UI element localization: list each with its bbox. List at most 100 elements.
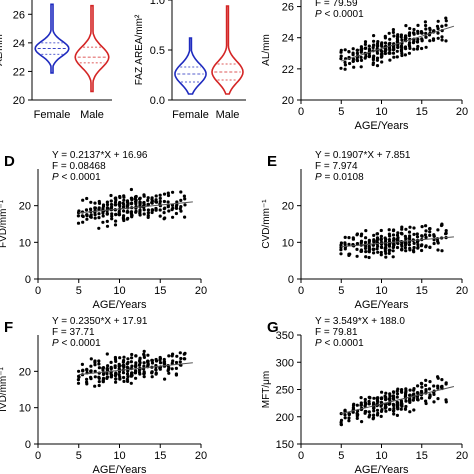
data-point [396, 231, 400, 235]
y-axis-label: FAZ AREA/mm² [134, 14, 145, 85]
data-point [122, 375, 126, 380]
data-point [89, 369, 93, 373]
data-point [121, 360, 125, 364]
data-point [80, 362, 84, 366]
y-tick-label: 20 [282, 95, 294, 107]
data-point [85, 380, 89, 384]
data-point [174, 206, 179, 210]
data-point [339, 57, 343, 61]
data-point [118, 195, 122, 200]
data-point [424, 45, 428, 49]
y-tick-label: 0 [25, 274, 31, 286]
data-point [424, 389, 428, 393]
data-point [179, 198, 183, 202]
data-point [424, 224, 428, 228]
stat-annotation: Y = 0.2137*X + 16.96 [52, 150, 148, 161]
data-point [375, 56, 380, 60]
data-point [372, 34, 376, 38]
data-point [134, 194, 138, 199]
data-point [77, 375, 81, 379]
data-point [89, 375, 93, 379]
data-point [363, 246, 368, 250]
data-point [424, 378, 428, 382]
data-point [158, 214, 162, 218]
data-point [396, 401, 400, 405]
data-point [424, 401, 428, 406]
data-point [134, 354, 138, 358]
data-point [146, 353, 150, 357]
y-tick-label: 300 [276, 357, 294, 369]
data-point [97, 366, 101, 370]
data-point [182, 194, 186, 198]
data-point [432, 392, 436, 396]
data-point [146, 211, 150, 215]
data-point [121, 371, 126, 375]
data-point [367, 410, 371, 414]
data-point [125, 372, 130, 376]
y-tick-label: 20 [19, 201, 31, 213]
data-point [396, 45, 400, 49]
data-point [146, 196, 150, 200]
data-point [403, 241, 407, 245]
data-point [420, 39, 424, 43]
data-point [355, 51, 359, 55]
data-point [114, 203, 118, 207]
y-tick-label: 350 [276, 330, 294, 342]
data-point [403, 407, 408, 411]
data-point [423, 20, 427, 24]
stat-annotation: F = 79.81 [315, 327, 358, 338]
data-point [183, 215, 187, 219]
data-point [359, 50, 363, 54]
data-point [424, 229, 428, 233]
data-point [367, 255, 371, 260]
data-point [372, 396, 376, 400]
data-point [113, 196, 117, 200]
data-point [380, 390, 384, 394]
panel-top-2: 0.0 0.5 1.0 FAZ AREA/mm² Female Male [134, 0, 246, 121]
data-point [372, 240, 376, 244]
data-point [412, 226, 416, 230]
data-point [375, 232, 379, 236]
data-point [355, 232, 359, 236]
data-point [142, 375, 146, 379]
data-point [376, 244, 380, 248]
data-point [162, 192, 167, 196]
y-tick-label: 20 [282, 201, 294, 213]
data-point [379, 228, 383, 233]
data-point [343, 242, 347, 246]
data-point [428, 230, 432, 234]
data-point [359, 55, 363, 60]
data-point [363, 40, 368, 44]
data-point [431, 37, 436, 41]
y-tick-label: 0 [25, 439, 31, 451]
data-point [436, 375, 440, 379]
data-point [129, 360, 133, 364]
stat-annotation: F = 7.974 [315, 161, 358, 172]
data-point [416, 29, 420, 33]
data-point [375, 239, 379, 243]
data-point [105, 200, 109, 204]
regression-line [341, 236, 454, 248]
data-point [93, 363, 97, 367]
data-point [122, 209, 126, 213]
data-point [171, 215, 175, 219]
data-point [396, 407, 400, 411]
data-point [146, 362, 150, 366]
data-point [142, 349, 146, 353]
data-point [404, 387, 408, 391]
data-point [364, 236, 368, 240]
data-point [408, 398, 412, 402]
data-point [81, 198, 85, 202]
data-point [171, 206, 175, 210]
data-point [97, 362, 101, 366]
data-point [400, 47, 404, 52]
data-point [154, 372, 158, 376]
data-point [125, 217, 129, 221]
x-tick-label: 10 [113, 450, 125, 462]
data-point [343, 416, 347, 420]
data-point [163, 206, 167, 210]
data-point [404, 404, 408, 409]
y-tick-label: 24 [13, 38, 25, 50]
data-point [126, 369, 130, 373]
regression-line [341, 25, 455, 62]
